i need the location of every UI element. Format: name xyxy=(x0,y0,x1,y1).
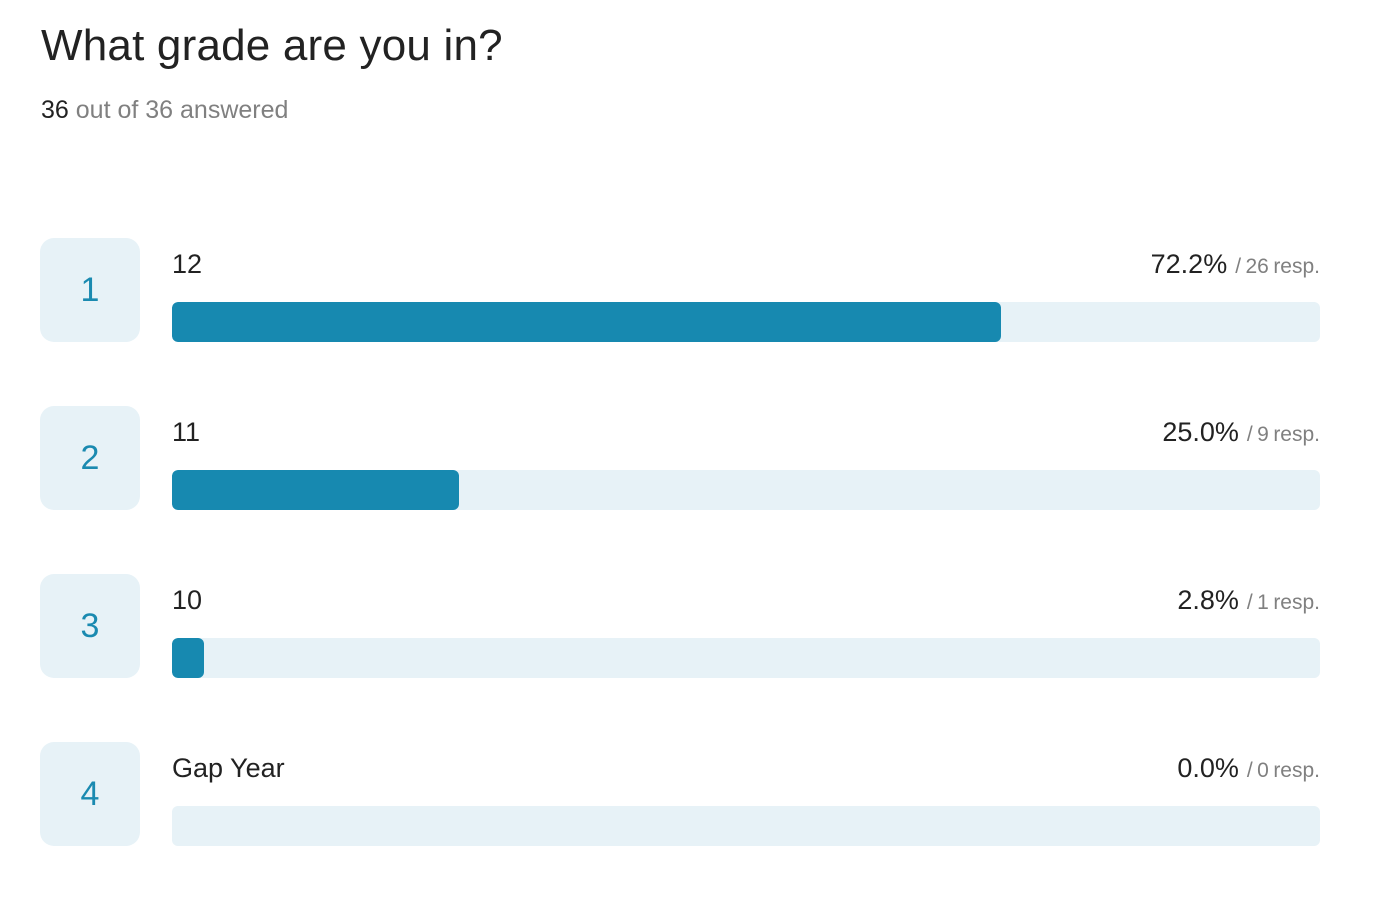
option-count-unit: resp. xyxy=(1273,255,1320,278)
option-percent: 72.2% xyxy=(1150,249,1228,279)
option-separator: / xyxy=(1246,591,1253,614)
option-separator: / xyxy=(1235,255,1242,278)
rank-badge: 1 xyxy=(40,238,140,342)
progress-bar-fill xyxy=(172,470,459,510)
option-label: Gap Year xyxy=(172,753,285,783)
option-list: 1 12 72.2% / 26 resp. 2 11 25.0% / 9 resp.… xyxy=(40,238,1320,910)
question-title: What grade are you in? xyxy=(41,21,503,70)
option-stats: 72.2% / 26 resp. xyxy=(1151,246,1320,287)
option-label: 11 xyxy=(172,417,201,447)
option-count: 26 xyxy=(1245,255,1269,278)
option-count: 1 xyxy=(1257,591,1269,614)
option-label: 10 xyxy=(172,585,203,615)
progress-bar-track xyxy=(172,638,1320,678)
option-row: 4 Gap Year 0.0% / 0 resp. xyxy=(40,742,1320,846)
progress-bar-track xyxy=(172,806,1320,846)
progress-bar-fill xyxy=(172,638,205,678)
option-row: 2 11 25.0% / 9 resp. xyxy=(40,406,1320,510)
option-row: 1 12 72.2% / 26 resp. xyxy=(40,238,1320,342)
option-separator: / xyxy=(1246,759,1253,782)
option-percent: 25.0% xyxy=(1162,417,1239,447)
option-stats: 25.0% / 9 resp. xyxy=(1162,414,1320,455)
option-count: 9 xyxy=(1257,423,1269,446)
option-count: 0 xyxy=(1257,759,1269,782)
option-row: 3 10 2.8% / 1 resp. xyxy=(40,574,1320,678)
option-percent: 2.8% xyxy=(1177,585,1239,615)
progress-bar-track xyxy=(172,470,1320,510)
option-count-unit: resp. xyxy=(1273,759,1320,782)
progress-bar-fill xyxy=(172,302,1001,342)
answered-count: 36 xyxy=(41,96,69,124)
option-stats: 0.0% / 0 resp. xyxy=(1177,750,1320,791)
option-label: 12 xyxy=(172,249,203,279)
rank-badge: 2 xyxy=(40,406,140,510)
rank-badge: 4 xyxy=(40,742,140,846)
rank-badge: 3 xyxy=(40,574,140,678)
answered-total: out of 36 answered xyxy=(68,96,289,124)
option-count-unit: resp. xyxy=(1273,591,1320,614)
progress-bar-track xyxy=(172,302,1320,342)
option-percent: 0.0% xyxy=(1177,753,1239,783)
option-separator: / xyxy=(1246,423,1253,446)
option-count-unit: resp. xyxy=(1273,423,1320,446)
answer-summary: 36 out of 36 answered xyxy=(41,94,288,126)
option-stats: 2.8% / 1 resp. xyxy=(1177,582,1320,623)
